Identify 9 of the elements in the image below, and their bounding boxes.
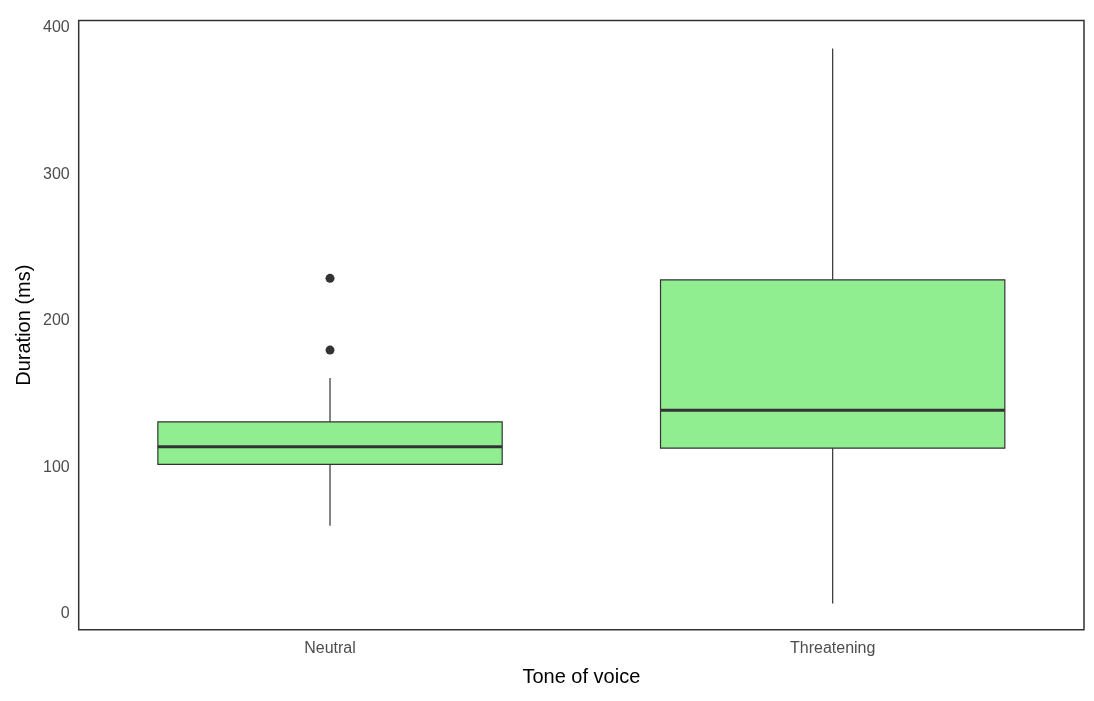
y-tick-label: 200: [42, 311, 70, 329]
y-tick-label: 300: [42, 164, 70, 182]
x-axis-title: Tone of voice: [522, 664, 641, 687]
x-tick-label: Neutral: [304, 638, 356, 656]
x-tick-label: Threatening: [789, 638, 876, 656]
y-tick-label: 100: [42, 457, 70, 475]
y-axis-title: Duration (ms): [11, 264, 34, 386]
y-tick-label: 0: [60, 604, 70, 622]
y-tick-label: 400: [42, 18, 70, 36]
